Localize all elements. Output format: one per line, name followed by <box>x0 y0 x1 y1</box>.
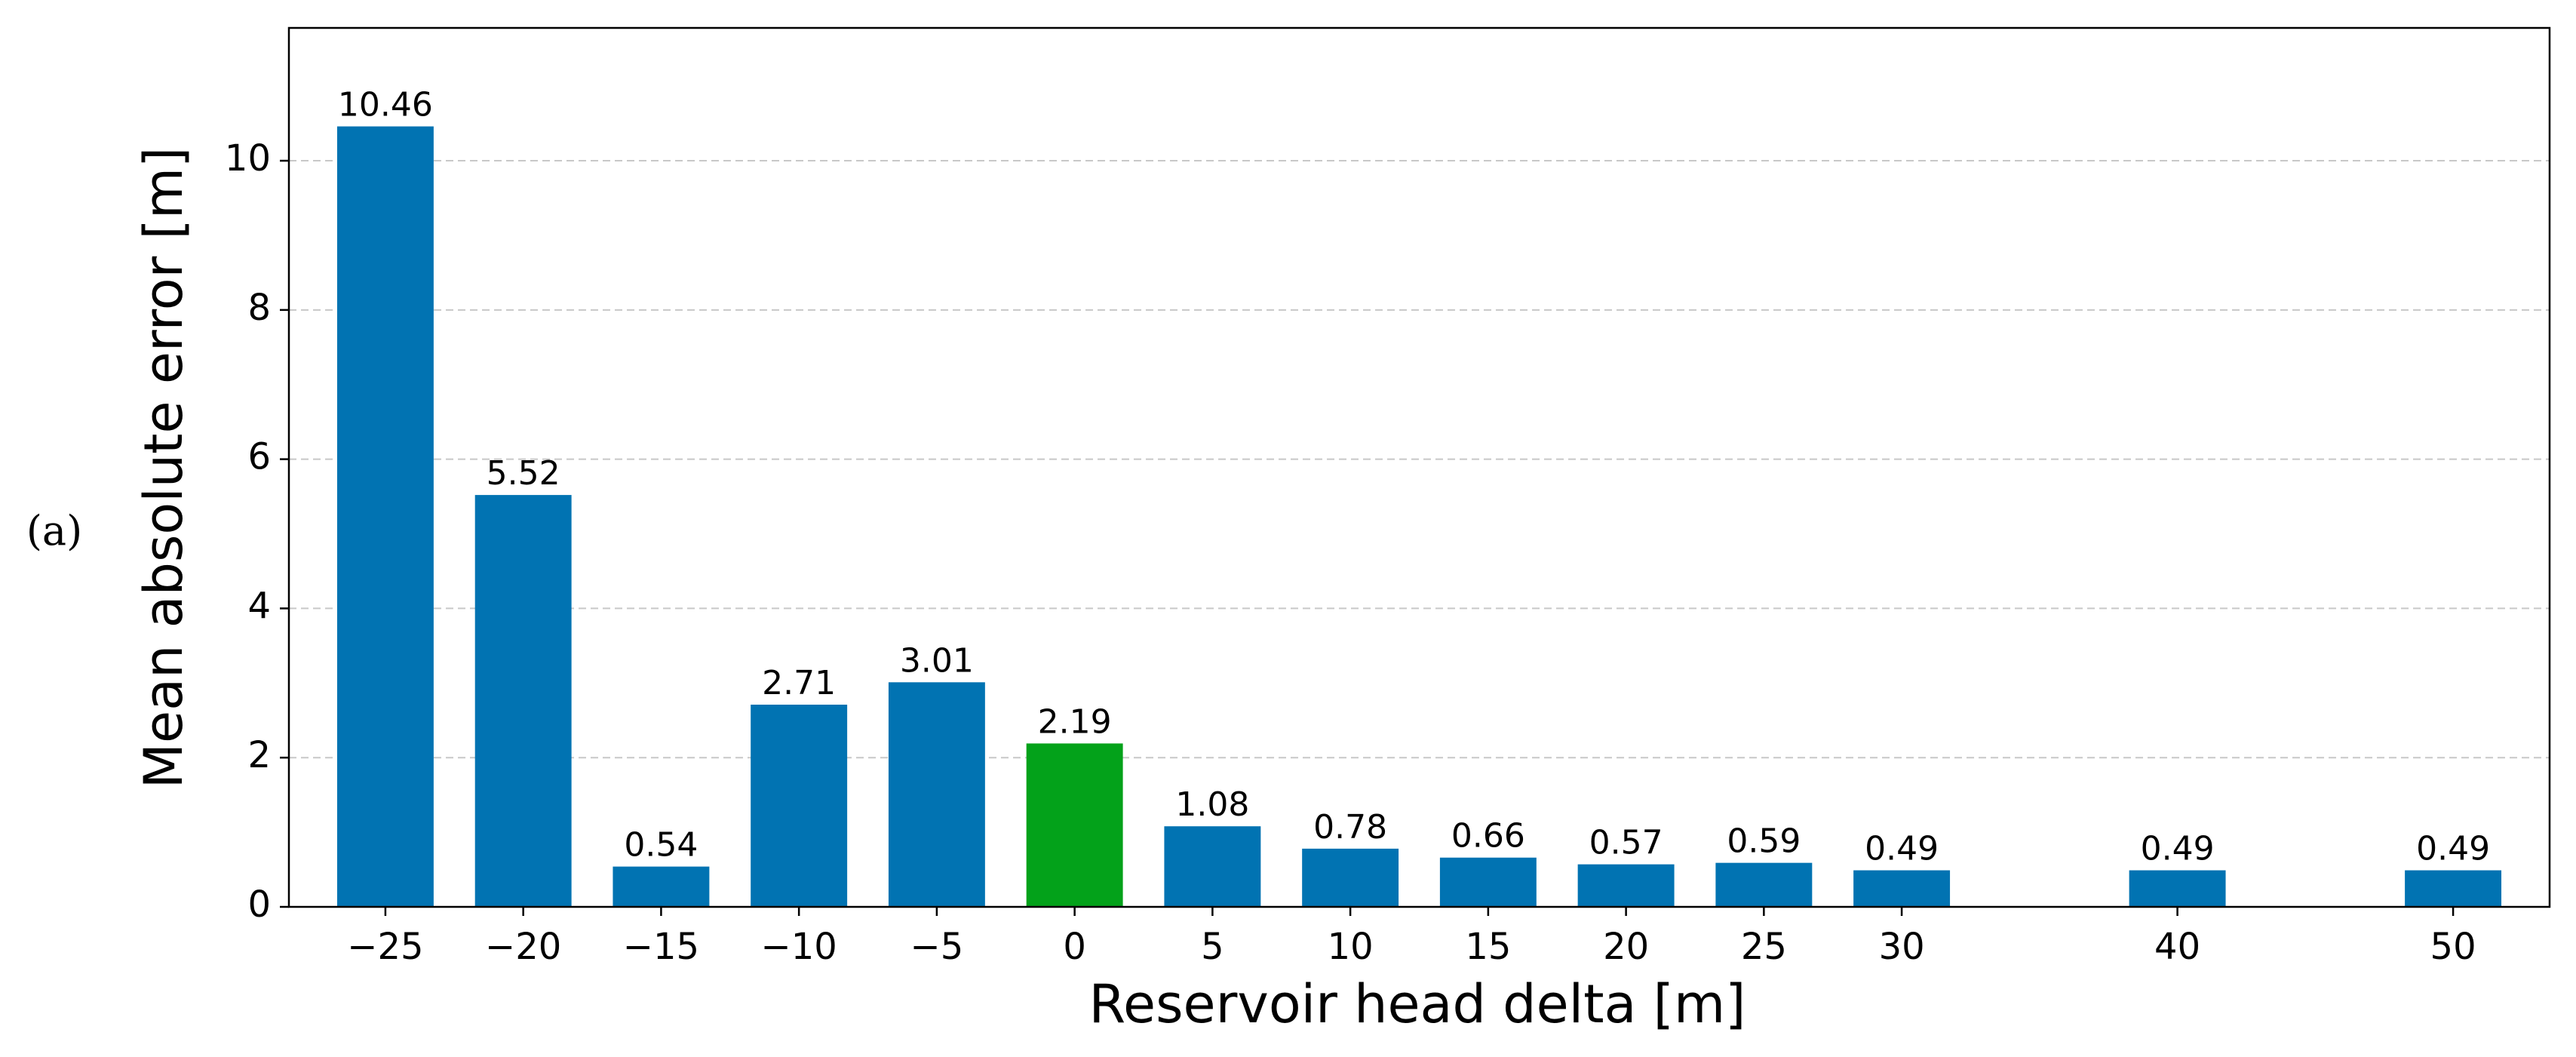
value-label: 0.57 <box>1589 824 1663 862</box>
x-tick-label: −25 <box>347 926 423 968</box>
y-tick-label: 10 <box>225 137 271 180</box>
y-tick-label: 4 <box>247 585 271 627</box>
value-label: 0.49 <box>2416 830 2490 868</box>
bar <box>613 866 710 907</box>
x-tick-label: −15 <box>623 926 699 968</box>
value-label: 1.08 <box>1175 785 1249 824</box>
plot-frame <box>287 26 2551 908</box>
x-tick-label: 40 <box>2154 926 2200 968</box>
value-label: 5.52 <box>487 454 560 493</box>
x-tick-label: −5 <box>910 926 964 968</box>
value-label: 0.49 <box>1865 830 1939 868</box>
bar <box>1302 848 1399 907</box>
value-label: 2.71 <box>762 664 836 702</box>
y-axis-label: Mean absolute error [m] <box>133 147 195 789</box>
bar <box>2129 870 2226 907</box>
bar <box>1715 862 1813 907</box>
x-tick-label: 10 <box>1328 926 1374 968</box>
y-tick-label: 6 <box>247 436 271 478</box>
x-tick-label: −10 <box>761 926 837 968</box>
bar <box>1439 857 1537 907</box>
bar <box>1026 743 1123 907</box>
x-tick-label: 50 <box>2430 926 2476 968</box>
bar <box>2405 870 2502 907</box>
x-tick-label: 25 <box>1741 926 1787 968</box>
bar <box>1853 870 1951 907</box>
value-label: 0.66 <box>1451 817 1525 856</box>
value-label: 0.78 <box>1313 808 1387 847</box>
x-tick-label: 30 <box>1879 926 1925 968</box>
value-label: 2.19 <box>1038 702 1112 741</box>
x-tick-label: 20 <box>1603 926 1649 968</box>
bar <box>1164 826 1261 907</box>
y-tick-label: 0 <box>247 883 271 926</box>
x-tick-label: −20 <box>485 926 561 968</box>
value-label: 0.59 <box>1727 822 1801 861</box>
y-tick-label: 2 <box>247 734 271 776</box>
x-tick-label: 15 <box>1465 926 1511 968</box>
value-label: 10.46 <box>338 86 433 124</box>
x-tick-label: 0 <box>1063 926 1086 968</box>
bar <box>336 126 434 907</box>
bar <box>751 704 848 907</box>
y-tick-label: 8 <box>247 287 271 329</box>
x-axis-label: Reservoir head delta [m] <box>1089 973 1746 1035</box>
bar <box>474 495 572 907</box>
panel-label: (a) <box>26 507 82 555</box>
x-tick-label: 5 <box>1201 926 1224 968</box>
value-label: 0.49 <box>2141 830 2215 868</box>
value-label: 3.01 <box>900 641 974 680</box>
value-label: 0.54 <box>624 826 698 865</box>
bar <box>888 682 985 907</box>
bar <box>1577 864 1675 907</box>
